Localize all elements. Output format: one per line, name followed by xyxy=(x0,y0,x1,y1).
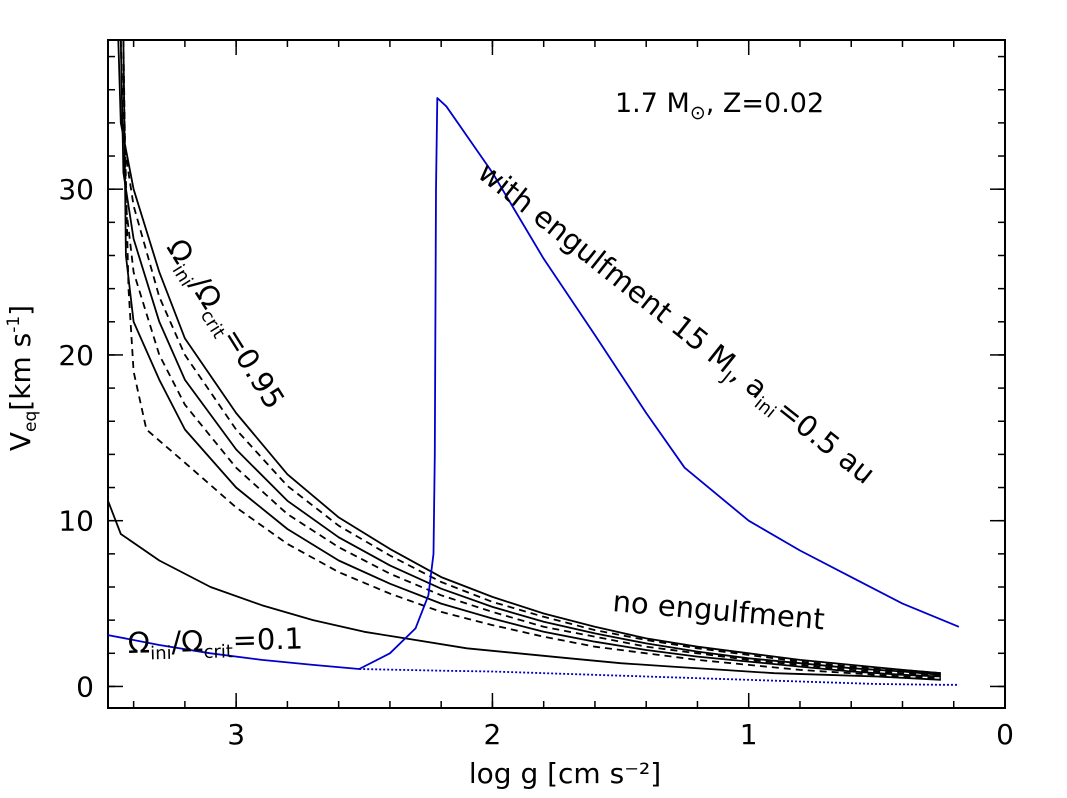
y-tick-label: 10 xyxy=(58,505,94,538)
annotation-omega-01: Ωini/Ωcrit=0.1 xyxy=(127,621,303,665)
data-curves xyxy=(107,39,960,686)
x-axis-label: log g [cm s⁻²] xyxy=(469,757,661,790)
x-tick-label: 1 xyxy=(740,718,758,751)
omega-low-sub-ini: ini xyxy=(150,643,172,665)
annotation-engulfment: with engulfment 15 MJ, aini=0.5 au xyxy=(469,155,882,495)
y-tick-label: 20 xyxy=(58,339,94,372)
series-dashed-2 xyxy=(122,39,941,676)
omega-low-a: Ω xyxy=(127,625,150,660)
series-solid-0.1 xyxy=(107,500,941,681)
y-label-close: ] xyxy=(4,305,37,316)
series-blue-dotted xyxy=(359,668,959,686)
y-tick-label: 30 xyxy=(58,173,94,206)
annotation-omega-095: Ωini/Ωcrit=0.95 xyxy=(156,233,292,418)
series-blue-engulfment xyxy=(107,97,960,670)
series-dashed-3 xyxy=(122,73,941,680)
plot-frame xyxy=(107,39,1006,709)
x-tick-label: 2 xyxy=(484,718,502,751)
chart-title: 1.7 M⊙, Z=0.02 xyxy=(615,88,824,124)
series-solid-0.95 xyxy=(117,39,941,675)
y-label-exp: -1 xyxy=(4,316,24,333)
title-mass: 1.7 M xyxy=(615,88,690,119)
title-metallicity: , Z=0.02 xyxy=(706,88,824,119)
y-tick-label: 0 xyxy=(76,670,94,703)
engulf-text-a: with engulfment 15 M xyxy=(472,155,742,380)
y-label-sub: eq xyxy=(21,411,41,432)
x-tick-label: 3 xyxy=(227,718,245,751)
series-dashed-0.95 xyxy=(119,39,941,675)
series-solid-2 xyxy=(119,39,941,676)
series-solid-3 xyxy=(122,39,941,678)
sun-symbol: ⊙ xyxy=(690,102,706,124)
y-label-main: V xyxy=(4,432,37,451)
engulf-text-c: =0.5 au xyxy=(770,392,882,491)
y-axis-label: Veq[km s-1] xyxy=(4,305,41,451)
annotation-no-engulfment: no engulfment xyxy=(611,584,826,636)
omega-low-c: =0.1 xyxy=(232,621,303,657)
y-label-unit: [km s xyxy=(4,333,37,411)
x-tick-label: 0 xyxy=(996,718,1014,751)
omega-low-b: /Ω xyxy=(171,624,204,659)
omega-low-sub-crit: crit xyxy=(203,641,233,663)
